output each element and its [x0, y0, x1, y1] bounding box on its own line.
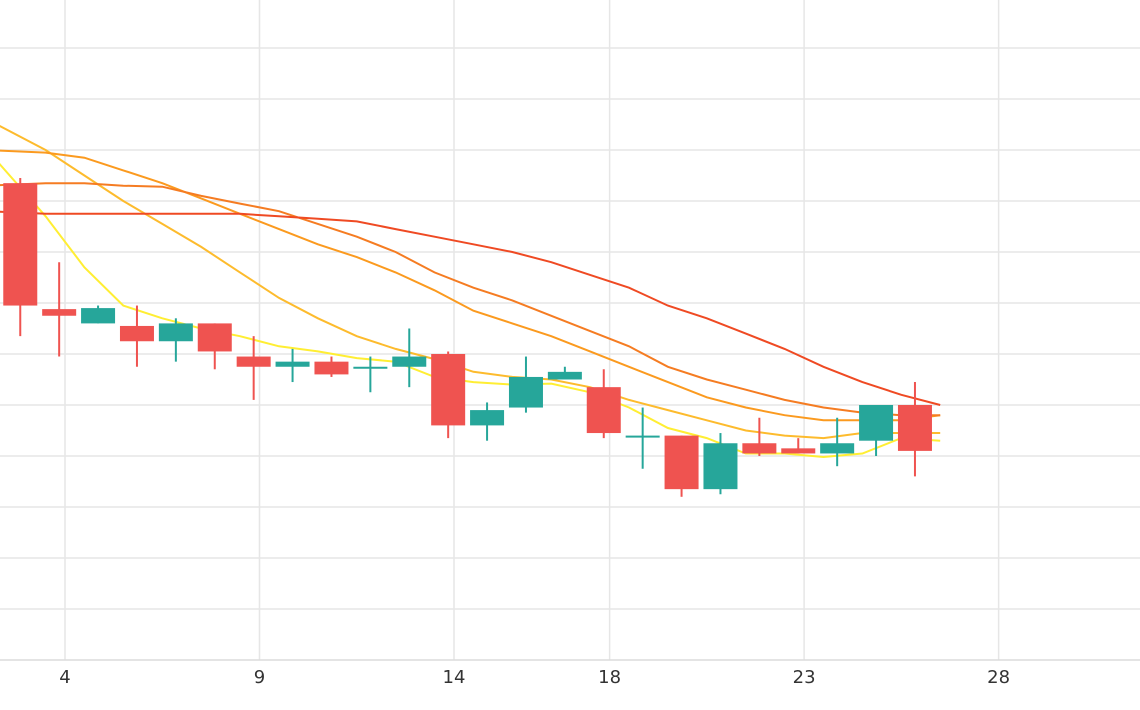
candle-body	[81, 308, 116, 324]
candle-body	[119, 325, 154, 342]
candle-body	[586, 387, 621, 434]
candle-body	[547, 371, 582, 380]
candle	[664, 435, 699, 497]
moving-average-line-1	[0, 163, 941, 459]
candle	[42, 262, 77, 357]
chart-grid	[0, 0, 1140, 661]
moving-average-line-2	[0, 124, 941, 440]
candle	[392, 328, 427, 388]
x-tick-label: 18	[598, 667, 621, 688]
candle	[508, 356, 543, 413]
candle-body	[742, 443, 777, 454]
candle	[236, 336, 271, 400]
candle	[625, 407, 660, 469]
candle	[703, 433, 738, 495]
candle	[470, 402, 505, 441]
candle-body	[664, 435, 699, 490]
candle	[353, 356, 388, 393]
candle-body	[431, 354, 466, 426]
moving-average-line-3	[0, 149, 941, 422]
candle	[547, 366, 582, 380]
candle	[3, 178, 38, 337]
candle-body	[625, 435, 660, 438]
candle-body	[859, 405, 894, 441]
candle	[431, 351, 466, 439]
candle-body	[897, 405, 932, 451]
candle-body	[508, 376, 543, 408]
candle-body	[314, 361, 349, 375]
x-tick-label: 4	[59, 667, 70, 688]
x-axis-ticks: 4 9 14 18 23 28	[59, 667, 1010, 688]
x-tick-label: 28	[987, 667, 1010, 688]
candle	[197, 323, 232, 370]
moving-average-line-5	[0, 210, 941, 406]
candle	[820, 417, 855, 467]
moving-average-lines	[0, 124, 941, 459]
candle-body	[3, 183, 38, 306]
x-tick-label: 23	[793, 667, 816, 688]
candle-body	[781, 448, 816, 454]
candles	[3, 178, 932, 497]
candle	[314, 356, 349, 377]
candle	[859, 405, 894, 456]
candle-body	[353, 366, 388, 369]
candle-body	[703, 443, 738, 490]
moving-average-line-4	[0, 182, 941, 417]
candle-body	[197, 323, 232, 352]
candle	[119, 305, 154, 367]
candle-body	[470, 410, 505, 426]
candle	[781, 438, 816, 454]
candle-body	[42, 309, 77, 316]
candle-body	[158, 323, 193, 342]
candle	[275, 348, 310, 383]
candle	[158, 318, 193, 362]
candle-body	[392, 356, 427, 367]
candle-body	[236, 356, 271, 367]
candle-body	[820, 443, 855, 454]
x-tick-label: 9	[254, 667, 265, 688]
candle	[586, 369, 621, 439]
candle	[897, 382, 932, 477]
candle	[742, 417, 777, 456]
candle	[81, 305, 116, 324]
candle-body	[275, 361, 310, 367]
x-tick-label: 14	[443, 667, 466, 688]
